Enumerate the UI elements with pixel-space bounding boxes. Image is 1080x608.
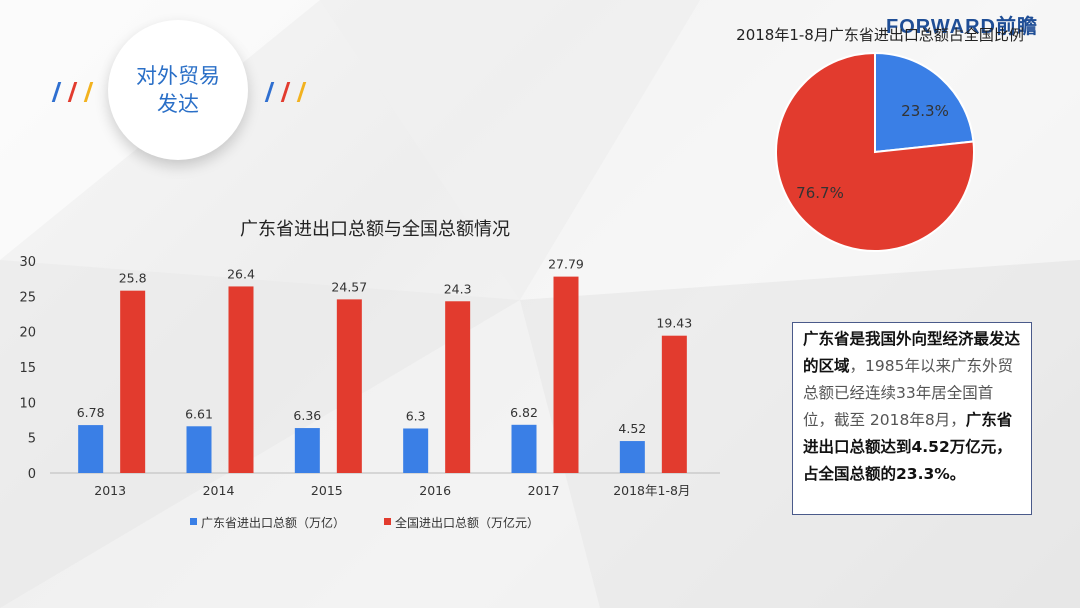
y-tick-label: 10 <box>19 396 36 411</box>
legend-label: 广东省进出口总额（万亿） <box>201 515 345 530</box>
x-tick-label: 2014 <box>203 483 235 498</box>
chart-title: 广东省进出口总额与全国总额情况 <box>240 219 510 240</box>
summary-bold-2: 广东省进出口总额达到4.52万亿元，占全国总额的23.3%。 <box>803 411 1013 483</box>
decorative-slashes-left <box>51 82 103 106</box>
legend-swatch <box>384 518 391 525</box>
y-tick-label: 5 <box>28 432 36 447</box>
bar-chart: 广东省进出口总额与全国总额情况 0 5 10 15 20 25 30 6.78 25.8 2013 6… <box>19 219 720 530</box>
data-label: 27.79 <box>548 257 584 272</box>
y-tick-label: 15 <box>19 361 36 376</box>
section-badge: 对外贸易 发达 <box>108 20 248 160</box>
pie-slice-label: 76.7% <box>796 184 844 202</box>
data-label: 6.78 <box>77 405 105 420</box>
summary-bold-1: 广东省是我国外向型经济最发达的区域 <box>803 330 1021 375</box>
brand-cn: 前瞻 <box>995 16 1038 38</box>
data-label: 24.57 <box>331 279 367 294</box>
bar-national <box>120 290 146 473</box>
badge-line-1: 对外贸易 <box>136 64 220 88</box>
x-tick-label: 2017 <box>528 483 560 498</box>
y-tick-label: 30 <box>19 255 36 270</box>
brand-en: FORWARD <box>886 16 996 38</box>
badge-line-2: 发达 <box>157 92 199 116</box>
x-tick-label: 2013 <box>94 483 126 498</box>
bar-guangdong <box>78 425 104 473</box>
pie-chart: 2018年1-8月广东省进出口总额占全国比例 23.3% 76.7% <box>736 26 1024 252</box>
bar-guangdong <box>403 428 429 473</box>
bar-national <box>228 286 254 473</box>
data-label: 6.61 <box>185 406 213 421</box>
bar-guangdong <box>294 428 320 473</box>
bar-guangdong <box>186 426 212 473</box>
data-label: 4.52 <box>618 421 646 436</box>
y-tick-label: 20 <box>19 326 36 341</box>
bar-national <box>553 276 579 473</box>
data-label: 24.3 <box>444 281 472 296</box>
pie-title: 2018年1-8月广东省进出口总额占全国比例 <box>736 26 1024 44</box>
bar-national <box>445 301 471 473</box>
pie-slice-label: 23.3% <box>901 102 949 120</box>
y-tick-label: 25 <box>19 290 36 305</box>
bar-guangdong <box>619 441 645 473</box>
bar-guangdong <box>511 424 537 473</box>
legend-label: 全国进出口总额（万亿元） <box>395 515 539 530</box>
data-label: 6.3 <box>406 408 426 423</box>
pie-slice-other <box>775 51 975 252</box>
data-label: 19.43 <box>656 316 692 331</box>
data-label: 6.36 <box>293 408 321 423</box>
data-label: 6.82 <box>510 405 538 420</box>
x-tick-label: 2016 <box>419 483 451 498</box>
summary-textbox: 广东省是我国外向型经济最发达的区域，1985年以来广东外贸总额已经连续33年居全… <box>792 322 1032 515</box>
x-tick-label: 2018年1-8月 <box>613 483 690 498</box>
y-tick-label: 0 <box>28 467 36 482</box>
brand-logo: FORWARD前瞻 <box>886 10 1038 39</box>
data-label: 25.8 <box>119 271 147 286</box>
bar-national <box>661 335 687 473</box>
data-label: 26.4 <box>227 266 255 281</box>
summary-text: ，1985年以来广东外贸总额已经连续33年居全国首位，截至 2018年8月， <box>803 357 1013 429</box>
bar-national <box>336 299 362 473</box>
x-tick-label: 2015 <box>311 483 343 498</box>
legend-swatch <box>190 518 197 525</box>
pie-slice-guangdong <box>874 51 975 154</box>
decorative-slashes-right <box>264 82 316 106</box>
